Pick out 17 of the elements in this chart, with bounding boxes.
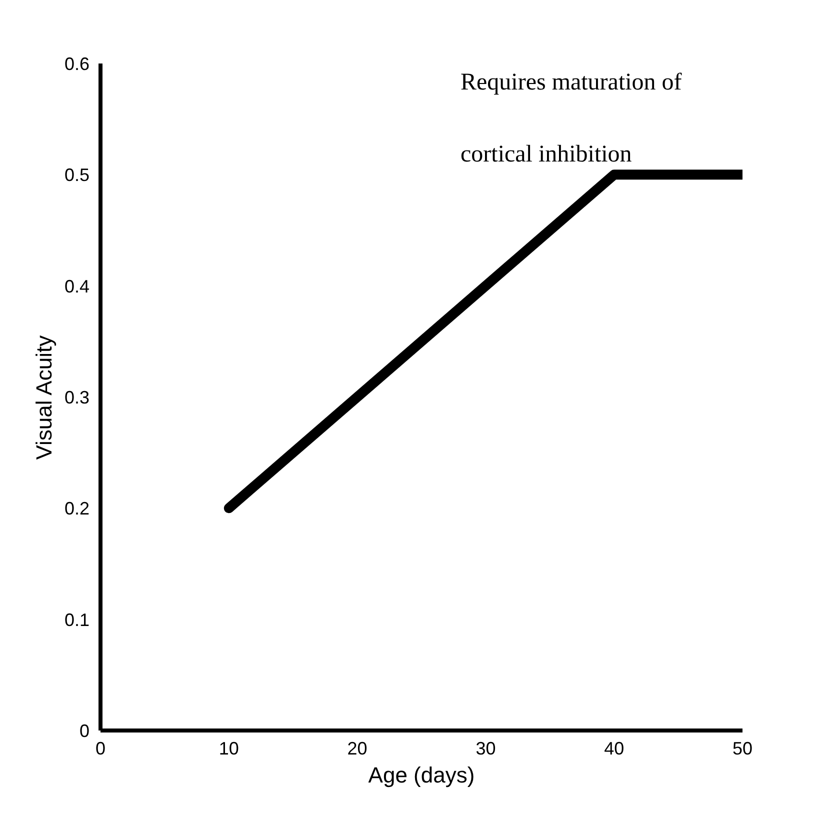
- x-tick-label: 40: [604, 738, 624, 758]
- x-axis-title: Age (days): [368, 762, 475, 788]
- x-tick-label: 50: [732, 738, 753, 758]
- annotation: cortical inhibition: [460, 142, 632, 168]
- y-tick-label: 0.3: [64, 388, 90, 408]
- x-tick-label: 20: [347, 738, 368, 758]
- y-tick-label: 0.4: [64, 276, 90, 296]
- x-tick-label: 10: [218, 738, 239, 758]
- x-tick-label: 0: [95, 738, 106, 758]
- x-tick-label: 30: [476, 738, 496, 758]
- y-tick-label: 0.2: [64, 498, 90, 519]
- y-tick-label: 0.6: [64, 54, 90, 74]
- y-tick-label: 0.5: [64, 165, 90, 186]
- y-tick-label: 0: [79, 721, 90, 741]
- y-tick-label: 0.1: [64, 610, 90, 630]
- y-axis-title: Visual Acuity: [31, 335, 56, 460]
- annotation: Requires maturation of: [460, 70, 682, 96]
